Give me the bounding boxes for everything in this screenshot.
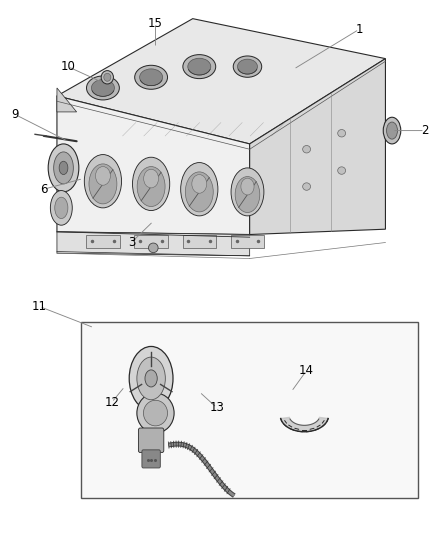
Ellipse shape	[235, 176, 260, 213]
Polygon shape	[57, 88, 77, 112]
Ellipse shape	[53, 152, 73, 184]
Text: 9: 9	[11, 108, 19, 121]
Ellipse shape	[233, 56, 261, 77]
Ellipse shape	[303, 183, 311, 190]
Bar	[183, 235, 216, 248]
Ellipse shape	[104, 74, 111, 82]
Text: 1: 1	[355, 23, 363, 36]
Ellipse shape	[148, 243, 158, 253]
Ellipse shape	[185, 172, 213, 212]
Ellipse shape	[86, 76, 119, 100]
Bar	[231, 235, 264, 248]
Ellipse shape	[241, 178, 254, 195]
FancyBboxPatch shape	[142, 450, 160, 468]
Text: 14: 14	[299, 364, 314, 377]
Text: 15: 15	[148, 18, 163, 30]
Ellipse shape	[383, 117, 401, 144]
Text: 10: 10	[60, 60, 75, 73]
Ellipse shape	[338, 130, 346, 137]
Ellipse shape	[95, 166, 110, 185]
Polygon shape	[250, 59, 385, 235]
Ellipse shape	[50, 191, 72, 225]
Ellipse shape	[92, 79, 114, 96]
Ellipse shape	[180, 163, 218, 216]
Polygon shape	[57, 96, 250, 235]
Text: 2: 2	[421, 124, 429, 137]
Ellipse shape	[386, 122, 398, 139]
Ellipse shape	[137, 393, 174, 433]
Ellipse shape	[137, 166, 165, 207]
Ellipse shape	[84, 155, 121, 208]
Ellipse shape	[101, 70, 113, 84]
Ellipse shape	[338, 167, 346, 174]
Ellipse shape	[145, 370, 157, 387]
Ellipse shape	[59, 161, 68, 175]
Ellipse shape	[237, 59, 258, 74]
Polygon shape	[57, 19, 385, 144]
Ellipse shape	[231, 168, 264, 216]
Text: 3: 3	[128, 236, 135, 249]
Ellipse shape	[140, 69, 162, 86]
Ellipse shape	[143, 400, 167, 426]
Ellipse shape	[55, 197, 68, 219]
Polygon shape	[281, 417, 328, 432]
Ellipse shape	[134, 66, 167, 90]
Ellipse shape	[188, 58, 211, 75]
Text: 12: 12	[104, 396, 119, 409]
Text: 6: 6	[40, 183, 48, 196]
Ellipse shape	[183, 55, 216, 79]
Ellipse shape	[129, 346, 173, 410]
FancyBboxPatch shape	[138, 428, 164, 453]
Bar	[134, 235, 168, 248]
Ellipse shape	[48, 144, 79, 192]
Ellipse shape	[144, 169, 159, 188]
Ellipse shape	[89, 164, 117, 204]
Bar	[86, 235, 120, 248]
Ellipse shape	[132, 157, 170, 211]
Ellipse shape	[192, 175, 207, 193]
Polygon shape	[57, 232, 250, 256]
Ellipse shape	[137, 357, 166, 400]
Ellipse shape	[303, 146, 311, 153]
Bar	[81, 322, 418, 498]
Text: 11: 11	[32, 300, 47, 313]
Text: 13: 13	[209, 401, 224, 414]
